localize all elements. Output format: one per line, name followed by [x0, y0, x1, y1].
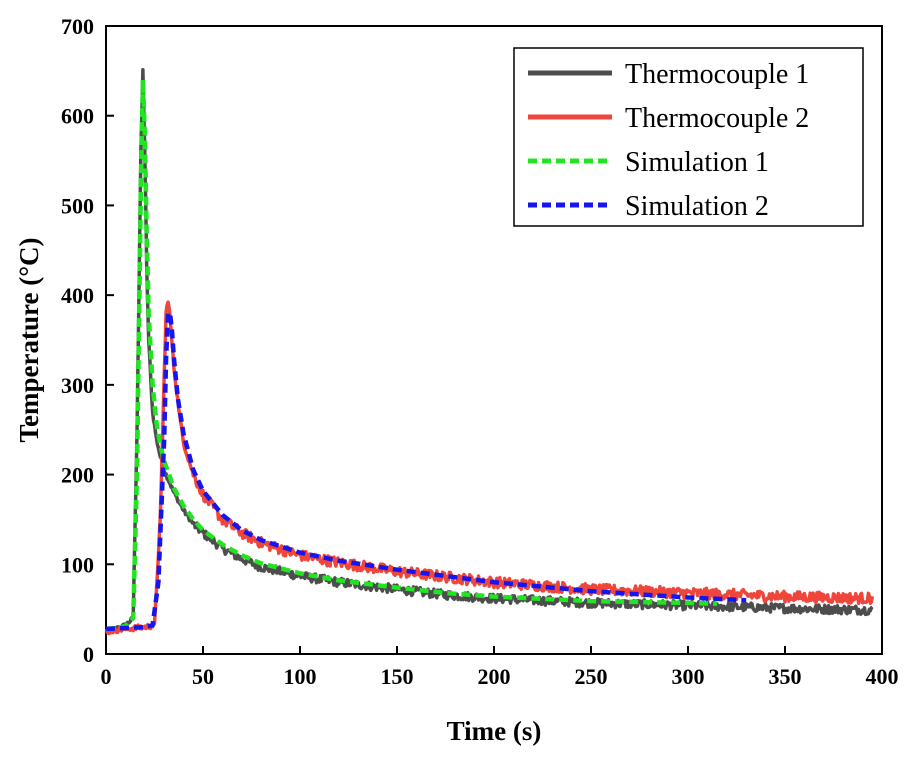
x-tick-label: 50 [192, 664, 214, 689]
y-tick-label: 400 [61, 283, 94, 308]
plot-area: 0 50 100 150 200 250 300 350 400 0 100 200 300 400 50… [61, 14, 899, 689]
legend-label: Thermocouple 2 [625, 103, 809, 134]
y-axis-title: Temperature (°C) [14, 237, 44, 442]
legend: Thermocouple 1 Thermocouple 2 Simulation 1… [513, 47, 864, 227]
legend-box [513, 47, 864, 227]
y-tick-label: 100 [61, 552, 94, 577]
x-tick-label: 400 [866, 664, 899, 689]
y-tick-label: 600 [61, 104, 94, 129]
y-tick-label: 300 [61, 373, 94, 398]
x-axis: 0 50 100 150 200 250 300 350 400 [101, 646, 899, 689]
x-tick-label: 100 [284, 664, 317, 689]
x-tick-label: 0 [101, 664, 112, 689]
y-tick-label: 500 [61, 193, 94, 218]
series-line-simulation-2 [105, 310, 747, 632]
legend-label: Simulation 1 [625, 147, 769, 178]
y-axis: 0 100 200 300 400 500 600 700 [61, 14, 114, 667]
x-axis-title: Time (s) [447, 716, 542, 746]
series-line-thermocouple-2 [104, 300, 875, 636]
y-tick-label: 200 [61, 463, 94, 488]
x-tick-label: 350 [769, 664, 802, 689]
x-tick-label: 300 [672, 664, 705, 689]
legend-label: Simulation 2 [625, 191, 769, 222]
x-tick-label: 150 [381, 664, 414, 689]
x-tick-label: 250 [575, 664, 608, 689]
series-line-simulation-1 [105, 77, 718, 632]
y-tick-label: 0 [83, 642, 94, 667]
series-layer [104, 67, 875, 636]
legend-label: Thermocouple 1 [625, 59, 809, 90]
y-tick-label: 700 [61, 14, 94, 39]
x-tick-label: 200 [478, 664, 511, 689]
